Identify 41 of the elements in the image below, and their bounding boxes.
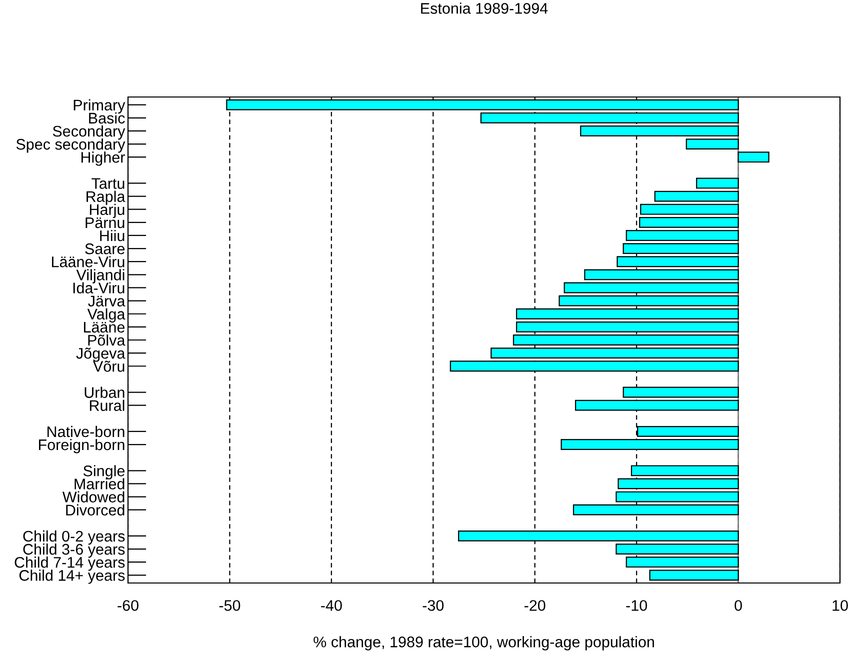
y-tick-label: Divorced <box>66 504 124 516</box>
y-tick-label: Foreign-born <box>39 438 124 454</box>
y-tick-label: Primary <box>74 99 126 114</box>
y-tick-label: Native-born <box>48 426 124 438</box>
x-tick-label: -30 <box>422 600 444 611</box>
chart-title: Estonia 1989-1994 <box>421 2 548 14</box>
x-tick-label: -60 <box>118 600 138 611</box>
x-tick-label: -20 <box>524 600 546 611</box>
y-tick-label: Lääne <box>84 322 125 333</box>
x-tick-label: -40 <box>321 600 342 611</box>
y-tick-label: Child 7-14 years <box>14 556 125 571</box>
x-tick-label: 0 <box>734 600 742 611</box>
y-tick-label: Rural <box>90 400 124 412</box>
y-tick-label: Võru <box>93 360 124 372</box>
y-tick-label: Higher <box>81 152 125 166</box>
y-tick-label: Valga <box>87 308 126 323</box>
x-tick-label: 10 <box>832 600 848 611</box>
y-tick-label: Child 0-2 years <box>23 530 125 545</box>
y-tick-label: Pärnu <box>86 217 124 228</box>
y-tick-label: Widowed <box>62 491 124 502</box>
y-tick-label: Järva <box>88 296 126 306</box>
y-tick-label: Rapla <box>86 190 126 205</box>
y-tick-label: Lääne-Viru <box>52 256 124 268</box>
y-tick-label: Ida-Viru <box>73 282 124 294</box>
y-tick-label: Saare <box>85 243 125 254</box>
y-tick-label: Basic <box>89 112 125 124</box>
y-tick-label: Spec secondary <box>16 138 126 153</box>
x-tick-label: -50 <box>219 600 240 611</box>
y-tick-label: Põlva <box>88 334 126 346</box>
y-tick-label: Viljandi <box>76 269 124 284</box>
y-tick-label: Secondary <box>52 125 126 140</box>
y-tick-label: Hiiu <box>100 230 124 242</box>
y-tick-label: Urban <box>84 386 124 398</box>
y-tick-label: Tartu <box>92 178 124 189</box>
y-tick-label: Harju <box>90 204 124 218</box>
x-axis-title: % change, 1989 rate=100, working-age population <box>314 636 654 650</box>
y-tick-label: Child 14+ years <box>19 570 125 584</box>
y-tick-label: Single <box>83 465 125 480</box>
y-tick-label: Married <box>74 478 124 490</box>
y-tick-label: Jõgeva <box>76 348 126 362</box>
x-tick-label: -10 <box>626 600 648 611</box>
